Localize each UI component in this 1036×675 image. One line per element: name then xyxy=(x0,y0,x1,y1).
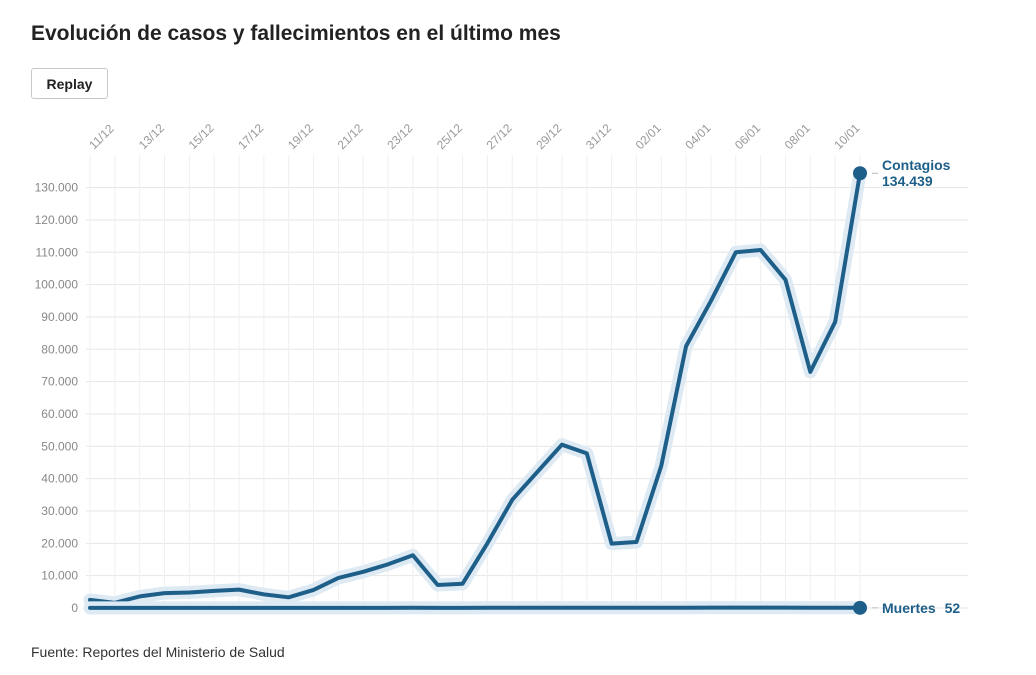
muertes-label-value: 52 xyxy=(945,600,961,616)
y-tick-label: 40.000 xyxy=(41,472,78,486)
line-chart: 0 10.000 20.000 30.000 40.000 50.000 60.000 70.… xyxy=(35,121,968,616)
series-line-contagios xyxy=(88,171,862,605)
muertes-label-name: Muertes xyxy=(882,600,936,616)
y-tick-label: 70.000 xyxy=(41,375,78,389)
x-tick-label: 08/01 xyxy=(782,121,813,152)
x-tick-label: 31/12 xyxy=(583,121,614,152)
muertes-end-dot xyxy=(853,600,867,615)
y-tick-label: 100.000 xyxy=(35,278,79,292)
x-tick-label: 17/12 xyxy=(235,121,266,152)
x-tick-label: 29/12 xyxy=(533,121,564,152)
x-axis: 11/12 13/12 15/12 17/12 19/12 21/12 23/12 25/12… xyxy=(86,121,863,152)
y-tick-label: 60.000 xyxy=(41,407,78,421)
y-tick-label: 30.000 xyxy=(41,504,78,518)
contagios-value: 134.439 xyxy=(882,173,933,189)
x-tick-label: 02/01 xyxy=(633,121,664,152)
y-axis: 0 10.000 20.000 30.000 40.000 50.000 60.000 70.… xyxy=(35,181,79,615)
contagios-label: Contagios xyxy=(882,157,951,173)
contagios-end-dot xyxy=(853,166,867,181)
y-tick-label: 50.000 xyxy=(41,439,78,453)
x-tick-label: 06/01 xyxy=(732,121,763,152)
x-tick-label: 19/12 xyxy=(285,121,316,152)
y-tick-label: 130.000 xyxy=(35,181,79,195)
y-tick-label: 120.000 xyxy=(35,213,79,227)
series-lines xyxy=(83,166,867,615)
muertes-label: Muertes 52 xyxy=(882,600,960,616)
x-tick-label: 10/01 xyxy=(831,121,862,152)
chart-title: Evolución de casos y fallecimientos en e… xyxy=(31,22,561,45)
x-tick-label: 15/12 xyxy=(186,121,217,152)
y-tick-label: 20.000 xyxy=(41,536,78,550)
x-tick-label: 13/12 xyxy=(136,121,167,152)
y-tick-label: 90.000 xyxy=(41,310,78,324)
x-tick-label: 23/12 xyxy=(384,121,415,152)
x-tick-label: 04/01 xyxy=(682,121,713,152)
replay-button[interactable]: Replay xyxy=(31,68,108,99)
y-tick-label: 10.000 xyxy=(41,569,78,583)
grid xyxy=(86,155,968,609)
x-tick-label: 27/12 xyxy=(484,121,515,152)
x-tick-label: 21/12 xyxy=(335,121,366,152)
source-note: Fuente: Reportes del Ministerio de Salud xyxy=(31,644,285,660)
y-tick-label: 80.000 xyxy=(41,342,78,356)
y-tick-label: 110.000 xyxy=(36,245,79,259)
x-tick-label: 25/12 xyxy=(434,121,465,152)
series-halo-contagios xyxy=(83,166,867,610)
y-tick-label: 0 xyxy=(71,601,78,615)
x-tick-label: 11/12 xyxy=(86,121,117,152)
end-labels: Contagios 134.439 Muertes 52 xyxy=(853,157,960,616)
